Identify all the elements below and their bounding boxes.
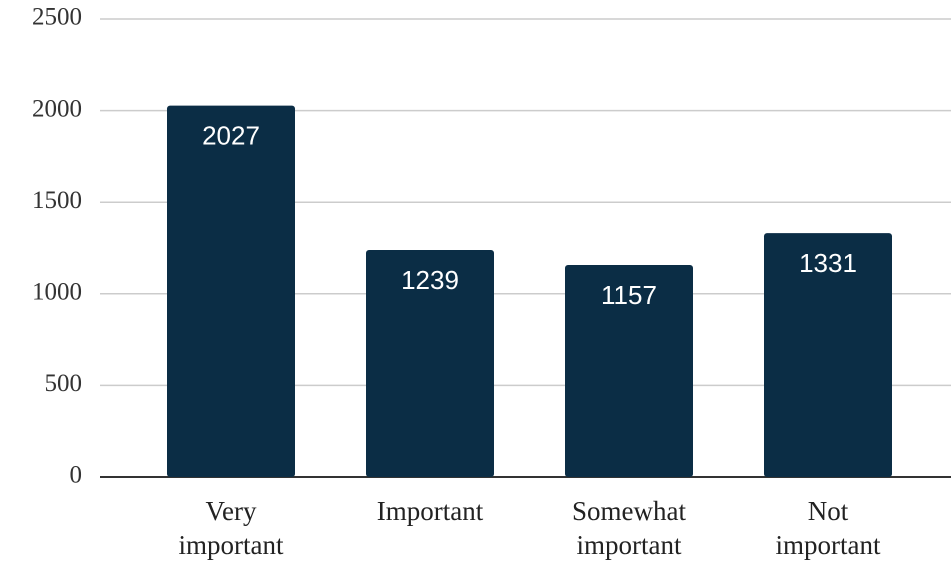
bar bbox=[565, 265, 693, 477]
y-tick-label: 2500 bbox=[32, 4, 82, 31]
y-tick-label: 2000 bbox=[32, 95, 82, 122]
x-tick-label: Important bbox=[376, 496, 484, 526]
y-tick-label: 1000 bbox=[32, 279, 82, 306]
bar bbox=[167, 105, 295, 478]
value-label: 1157 bbox=[601, 280, 657, 310]
x-tick-label: Not important bbox=[775, 496, 881, 560]
y-tick-label: 500 bbox=[45, 370, 83, 397]
bar bbox=[366, 250, 494, 477]
value-label: 1331 bbox=[799, 248, 857, 278]
value-label: 2027 bbox=[202, 121, 260, 151]
value-label: 1239 bbox=[401, 265, 459, 295]
x-tick-label: Somewhat important bbox=[572, 496, 686, 560]
bar bbox=[764, 233, 892, 477]
x-tick-label: Very important bbox=[178, 496, 284, 560]
y-tick-label: 1500 bbox=[32, 187, 82, 214]
y-tick-label: 0 bbox=[70, 462, 83, 489]
